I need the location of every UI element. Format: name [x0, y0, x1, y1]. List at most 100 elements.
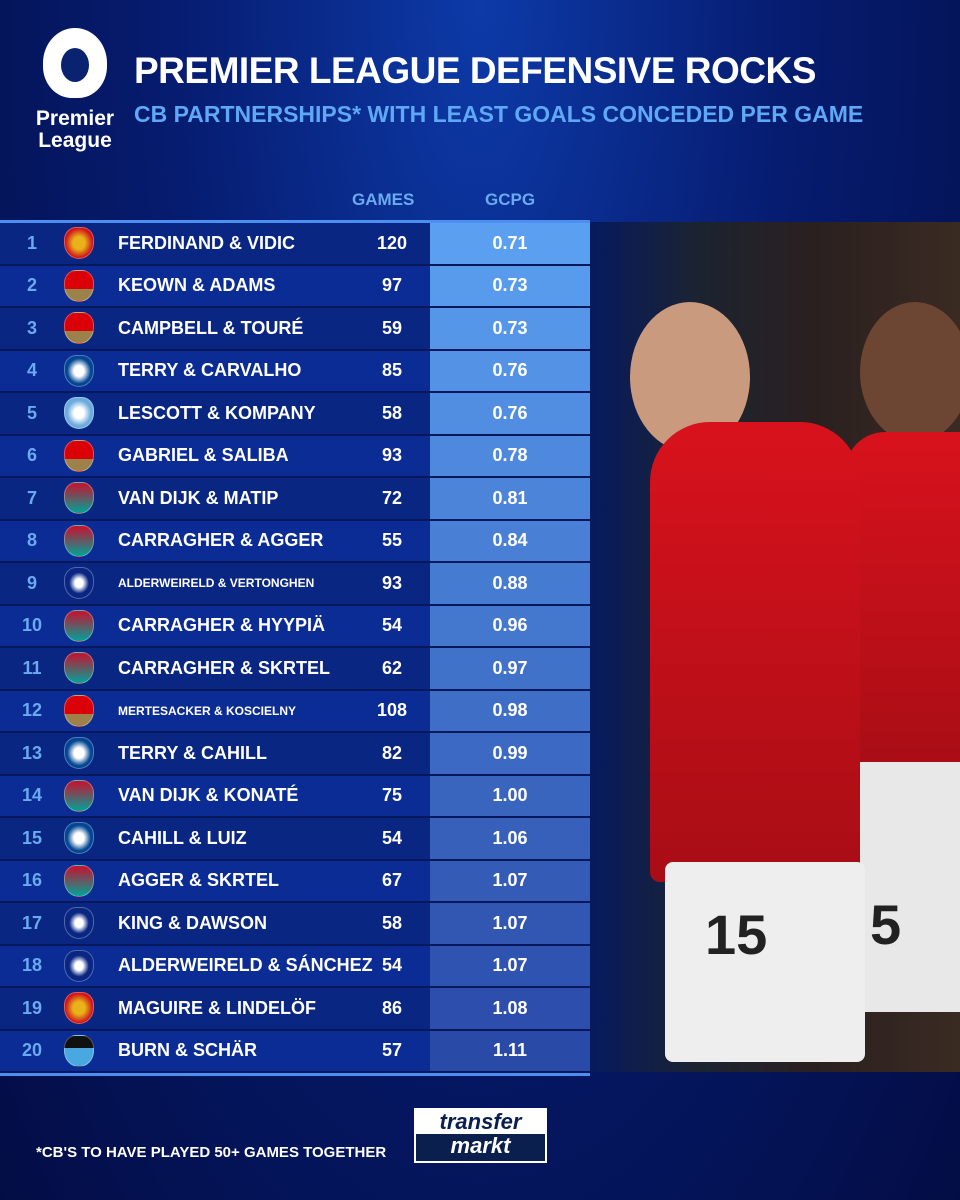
gcpg-value: 0.73: [430, 308, 590, 349]
partnership-name: CARRAGHER & SKRTEL: [118, 657, 331, 678]
divider: [0, 1073, 590, 1076]
games-value: 57: [381, 1040, 403, 1061]
table-row: 11 CARRAGHER & SKRTEL 62 0.97: [0, 648, 590, 691]
gcpg-value: 0.78: [430, 435, 590, 476]
partnership-name: ALDERWEIRELD & SÁNCHEZ: [118, 955, 373, 976]
games-value: 82: [381, 742, 403, 763]
table-row: 7 VAN DIJK & MATIP 72 0.81: [0, 478, 590, 521]
rank: 1: [26, 232, 37, 253]
arsenal-crest-icon: [64, 312, 94, 345]
table-row: 13 TERRY & CAHILL 82 0.99: [0, 733, 590, 776]
table-row: 2 KEOWN & ADAMS 97 0.73: [0, 265, 590, 308]
rank: 7: [26, 487, 37, 508]
liverpool-crest-icon: [64, 864, 94, 897]
rank: 20: [21, 1040, 43, 1061]
partnership-name: VAN DIJK & MATIP: [118, 487, 279, 508]
partnership-name: AGGER & SKRTEL: [118, 870, 280, 891]
rank: 12: [21, 700, 43, 721]
lion-icon: [43, 28, 107, 98]
rank: 6: [26, 445, 37, 466]
liverpool-crest-icon: [64, 652, 94, 685]
gcpg-value: 1.11: [430, 1030, 590, 1071]
gcpg-value: 1.07: [430, 860, 590, 901]
games-value: 55: [381, 530, 403, 551]
games-value: 67: [381, 870, 403, 891]
chelsea-crest-icon: [64, 354, 94, 387]
partnership-name: TERRY & CAHILL: [118, 742, 268, 763]
tottenham-crest-icon: [64, 949, 94, 982]
games-value: 54: [381, 955, 403, 976]
arsenal-crest-icon: [64, 269, 94, 302]
premier-league-logo: Premier League: [30, 28, 120, 152]
partnership-name: BURN & SCHÄR: [118, 1040, 257, 1061]
partnership-name: ALDERWEIRELD & VERTONGHEN: [118, 576, 315, 591]
rank: 3: [26, 317, 37, 338]
manchester-united-crest-icon: [64, 992, 94, 1025]
gcpg-value: 0.71: [430, 223, 590, 264]
gcpg-value: 1.07: [430, 903, 590, 944]
table-row: 20 BURN & SCHÄR 57 1.11: [0, 1030, 590, 1073]
rank: 19: [21, 997, 43, 1018]
games-value: 58: [381, 912, 403, 933]
page-title: PREMIER LEAGUE DEFENSIVE ROCKS: [134, 50, 816, 91]
rank: 5: [26, 402, 37, 423]
arsenal-crest-icon: [64, 694, 94, 727]
gcpg-value: 0.81: [430, 478, 590, 519]
games-value: 75: [381, 785, 403, 806]
table-row: 4 TERRY & CARVALHO 85 0.76: [0, 350, 590, 393]
gcpg-value: 1.08: [430, 988, 590, 1029]
table-row: 8 CARRAGHER & AGGER 55 0.84: [0, 520, 590, 563]
rank: 16: [21, 870, 43, 891]
partnership-name: GABRIEL & SALIBA: [118, 445, 289, 466]
games-value: 58: [381, 402, 403, 423]
divider: [0, 220, 590, 223]
gcpg-value: 0.96: [430, 605, 590, 646]
rank: 15: [21, 827, 43, 848]
rank: 11: [22, 657, 42, 678]
liverpool-crest-icon: [64, 482, 94, 515]
rank: 18: [21, 955, 43, 976]
rank: 14: [21, 785, 43, 806]
rank: 17: [21, 912, 43, 933]
gcpg-value: 0.76: [430, 393, 590, 434]
player-photo: 5 15: [590, 222, 960, 1072]
partnership-name: MAGUIRE & LINDELÖF: [118, 997, 316, 1018]
gcpg-column-header: GCPG: [485, 190, 536, 209]
rank: 4: [26, 360, 37, 381]
rank: 13: [21, 742, 43, 763]
table-row: 17 KING & DAWSON 58 1.07: [0, 903, 590, 946]
newcastle-crest-icon: [64, 1034, 94, 1067]
games-value: 54: [381, 827, 403, 848]
gcpg-value: 1.00: [430, 775, 590, 816]
partnership-name: VAN DIJK & KONATÉ: [118, 785, 299, 806]
games-value: 93: [381, 445, 403, 466]
games-value: 72: [381, 487, 403, 508]
games-value: 85: [381, 360, 403, 381]
table-row: 1 FERDINAND & VIDIC 120 0.71: [0, 223, 590, 266]
games-value: 86: [381, 997, 403, 1018]
partnership-name: CAMPBELL & TOURÉ: [118, 317, 304, 338]
table-row: 6 GABRIEL & SALIBA 93 0.78: [0, 435, 590, 478]
table-row: 12 MERTESACKER & KOSCIELNY 108 0.98: [0, 690, 590, 733]
rankings-table: 1 FERDINAND & VIDIC 120 0.71 2 KEOWN & AD…: [0, 220, 590, 1076]
chelsea-crest-icon: [64, 737, 94, 770]
games-value: 97: [381, 275, 403, 296]
partnership-name: KING & DAWSON: [118, 912, 268, 933]
arsenal-crest-icon: [64, 439, 94, 472]
partnership-name: LESCOTT & KOMPANY: [118, 402, 316, 423]
gcpg-value: 0.99: [430, 733, 590, 774]
gcpg-value: 0.73: [430, 265, 590, 306]
partnership-name: MERTESACKER & KOSCIELNY: [118, 703, 297, 718]
page-subtitle: CB PARTNERSHIPS* WITH LEAST GOALS CONCED…: [134, 101, 864, 127]
games-value: 120: [376, 232, 408, 253]
tottenham-crest-icon: [64, 567, 94, 600]
partnership-name: CARRAGHER & HYYPIÄ: [118, 615, 326, 636]
gcpg-value: 1.07: [430, 945, 590, 986]
rank: 9: [26, 572, 37, 593]
chelsea-crest-icon: [64, 822, 94, 855]
manchester-city-crest-icon: [64, 397, 94, 430]
rank: 8: [26, 530, 37, 551]
games-value: 59: [381, 317, 403, 338]
games-value: 108: [376, 700, 408, 721]
liverpool-crest-icon: [64, 609, 94, 642]
